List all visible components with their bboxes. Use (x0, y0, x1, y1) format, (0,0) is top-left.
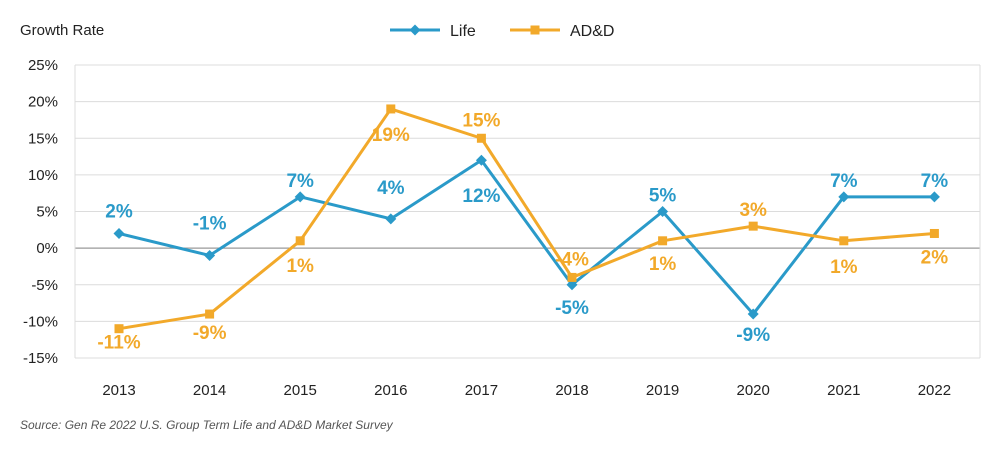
data-point (567, 272, 577, 282)
data-label: 1% (830, 257, 858, 278)
y-axis-title: Growth Rate (20, 22, 104, 39)
data-point (929, 228, 939, 238)
data-point (294, 191, 306, 203)
source-note: Source: Gen Re 2022 U.S. Group Term Life… (20, 418, 394, 432)
data-label: 7% (830, 171, 858, 192)
y-axis-ticks: 25% 20% 15% 10% 5% 0% -5% -10% -15% (23, 57, 58, 367)
x-tick-label: 2021 (827, 382, 860, 399)
x-axis-ticks: 2013 2014 2015 2016 2017 2018 2019 2020 2021 2022 (102, 382, 951, 399)
y-tick-label: 20% (28, 94, 58, 111)
data-label: 7% (286, 171, 314, 192)
x-tick-label: 2017 (465, 382, 498, 399)
data-label: -9% (736, 325, 770, 346)
x-tick-label: 2019 (646, 382, 679, 399)
data-point (566, 279, 578, 291)
series-layer: 2% -1% 7% 4% 12% -5% 5% -9% 7% 7% -11% -9% 1% 19% 15% -… (97, 104, 949, 354)
data-point (928, 191, 940, 203)
data-label: 7% (921, 171, 949, 192)
data-label: 15% (462, 110, 500, 131)
data-point (838, 191, 850, 203)
x-tick-label: 2020 (737, 382, 770, 399)
legend-label: AD&D (570, 23, 614, 40)
data-point (114, 324, 124, 334)
data-label: 2% (921, 247, 949, 268)
data-point (839, 236, 849, 246)
data-label: 19% (372, 125, 410, 146)
legend-label: Life (450, 23, 476, 40)
y-tick-label: 5% (36, 204, 58, 221)
data-label: 4% (377, 178, 405, 199)
data-label: 12% (462, 186, 500, 207)
data-label: -11% (97, 333, 140, 354)
data-label: -9% (193, 323, 227, 344)
x-tick-label: 2018 (555, 382, 588, 399)
data-label: -5% (555, 298, 589, 319)
x-tick-label: 2013 (102, 382, 135, 399)
data-label: -4% (555, 249, 589, 270)
y-tick-label: -5% (31, 277, 58, 294)
legend: Life AD&D (390, 23, 614, 40)
data-point (295, 236, 305, 246)
legend-marker (530, 25, 540, 35)
x-tick-label: 2022 (918, 382, 951, 399)
y-tick-label: 15% (28, 130, 58, 147)
x-tick-label: 2016 (374, 382, 407, 399)
data-point (204, 249, 216, 261)
y-tick-label: 25% (28, 57, 58, 74)
x-tick-label: 2015 (284, 382, 317, 399)
data-point (475, 154, 487, 166)
series-line-add (118, 107, 935, 331)
data-point (205, 309, 215, 319)
data-point (748, 221, 758, 231)
data-point (658, 236, 668, 246)
data-point (386, 104, 396, 114)
x-tick-label: 2014 (193, 382, 226, 399)
data-point (747, 308, 759, 320)
data-label: -1% (193, 213, 227, 234)
series-line-life (118, 158, 935, 316)
data-point (657, 206, 669, 217)
y-tick-label: -15% (23, 350, 58, 367)
data-label: 2% (105, 201, 133, 222)
data-label: 1% (286, 256, 314, 277)
data-label: 3% (739, 200, 767, 221)
y-tick-label: 0% (36, 240, 58, 257)
data-point (113, 227, 125, 239)
data-point (476, 133, 486, 143)
data-label: 5% (649, 186, 677, 207)
legend-marker (409, 24, 421, 36)
y-tick-label: -10% (23, 313, 58, 330)
data-point (385, 213, 397, 225)
data-label: 1% (649, 254, 677, 275)
y-tick-label: 10% (28, 167, 58, 184)
